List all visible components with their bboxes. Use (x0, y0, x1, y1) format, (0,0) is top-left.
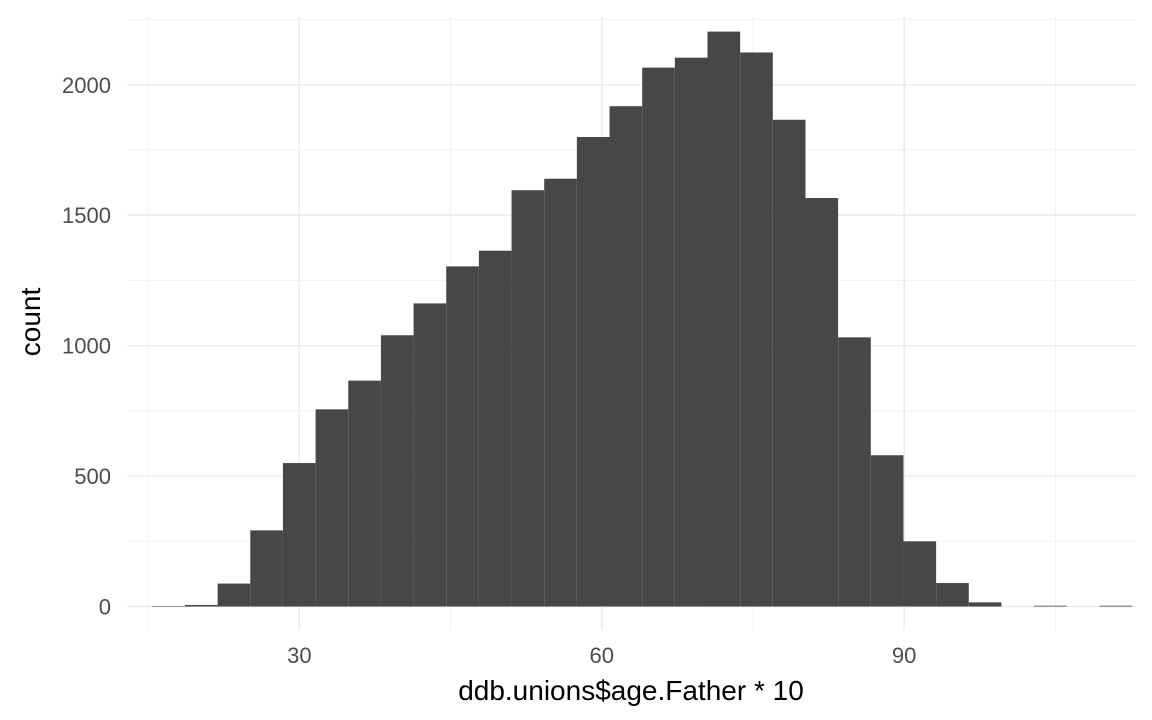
histogram-bar (152, 606, 185, 607)
y-tick-label: 1000 (62, 334, 111, 359)
y-tick-label: 1500 (62, 203, 111, 228)
y-tick-label: 2000 (62, 73, 111, 98)
histogram-bar (1099, 605, 1133, 607)
histogram-bar (315, 409, 349, 607)
histogram-bar (772, 119, 806, 607)
x-tick-label: 60 (590, 643, 614, 668)
histogram-bar (674, 57, 708, 607)
histogram-bar (250, 530, 283, 607)
y-tick-label: 0 (99, 595, 111, 620)
y-tick-label: 500 (74, 464, 111, 489)
x-axis-title: ddb.unions$age.Father * 10 (458, 675, 804, 706)
histogram-bar (805, 198, 839, 607)
histogram-bar (544, 178, 577, 607)
histogram-bar (413, 303, 447, 607)
histogram-bar (478, 250, 512, 607)
histogram-bar (576, 136, 610, 607)
x-tick-label: 30 (287, 643, 311, 668)
y-axis-tick-labels: 0 500 1000 1500 2000 (62, 73, 111, 620)
histogram-bar (217, 583, 251, 607)
histogram-bar (1034, 605, 1067, 607)
histogram-bar (903, 541, 937, 607)
histogram-bar (511, 190, 545, 607)
histogram-bar (609, 106, 643, 607)
histogram-bar (446, 266, 479, 607)
histogram-bars (152, 31, 1133, 607)
histogram-bar (282, 463, 316, 607)
histogram-bar (968, 602, 1002, 607)
histogram-bar (348, 380, 381, 607)
histogram-bar (184, 604, 218, 607)
histogram-bar (838, 337, 871, 607)
histogram-bar (642, 67, 675, 607)
histogram-bar (740, 52, 773, 607)
histogram-bar (870, 455, 904, 607)
histogram-bar (380, 335, 414, 607)
x-tick-label: 90 (892, 643, 916, 668)
histogram-bar (707, 31, 741, 607)
x-axis-tick-labels: 30 60 90 (287, 643, 916, 668)
histogram-bar (936, 583, 969, 607)
y-axis-title: count (15, 288, 46, 357)
